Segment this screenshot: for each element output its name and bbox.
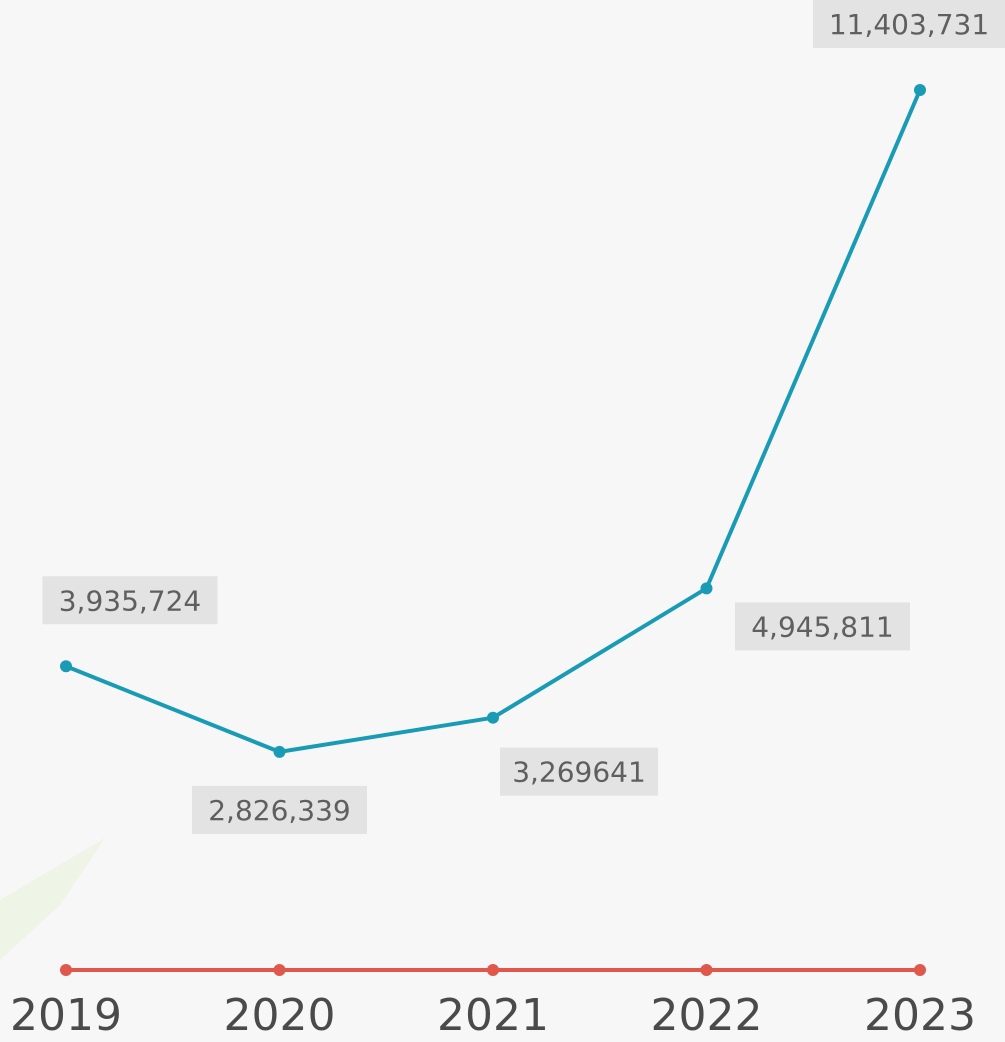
data-label-box (42, 576, 218, 625)
data-point-0-1 (273, 745, 286, 758)
data-label-box (735, 602, 910, 651)
data-point-1-1 (273, 964, 286, 976)
data-label: 11,403,731 (829, 8, 989, 41)
data-label: 4,945,811 (751, 610, 894, 643)
data-point-0-0 (60, 660, 72, 673)
data-point-1-4 (914, 964, 926, 976)
data-point-1-0 (60, 964, 72, 976)
x-tick-label: 2020 (224, 990, 336, 1038)
data-label-box (813, 0, 1005, 48)
x-tick-label: 2019 (10, 990, 122, 1038)
paper-plane-watermark (0, 838, 105, 960)
x-tick-label: 2022 (651, 990, 763, 1038)
data-point-1-3 (700, 964, 713, 976)
x-tick-label: 2023 (864, 990, 976, 1038)
data-label-box (500, 747, 658, 796)
data-label: 3,269641 (512, 756, 646, 789)
data-point-0-4 (914, 84, 926, 96)
series-line-0 (64, 88, 922, 754)
data-point-0-3 (700, 582, 713, 595)
x-tick-label: 2021 (437, 990, 549, 1038)
background-watermark (0, 838, 105, 960)
data-label: 3,935,724 (59, 584, 202, 617)
data-point-0-2 (487, 711, 499, 724)
data-label-box (192, 785, 367, 834)
data-label: 2,826,339 (208, 794, 351, 827)
data-point-1-2 (487, 964, 499, 976)
